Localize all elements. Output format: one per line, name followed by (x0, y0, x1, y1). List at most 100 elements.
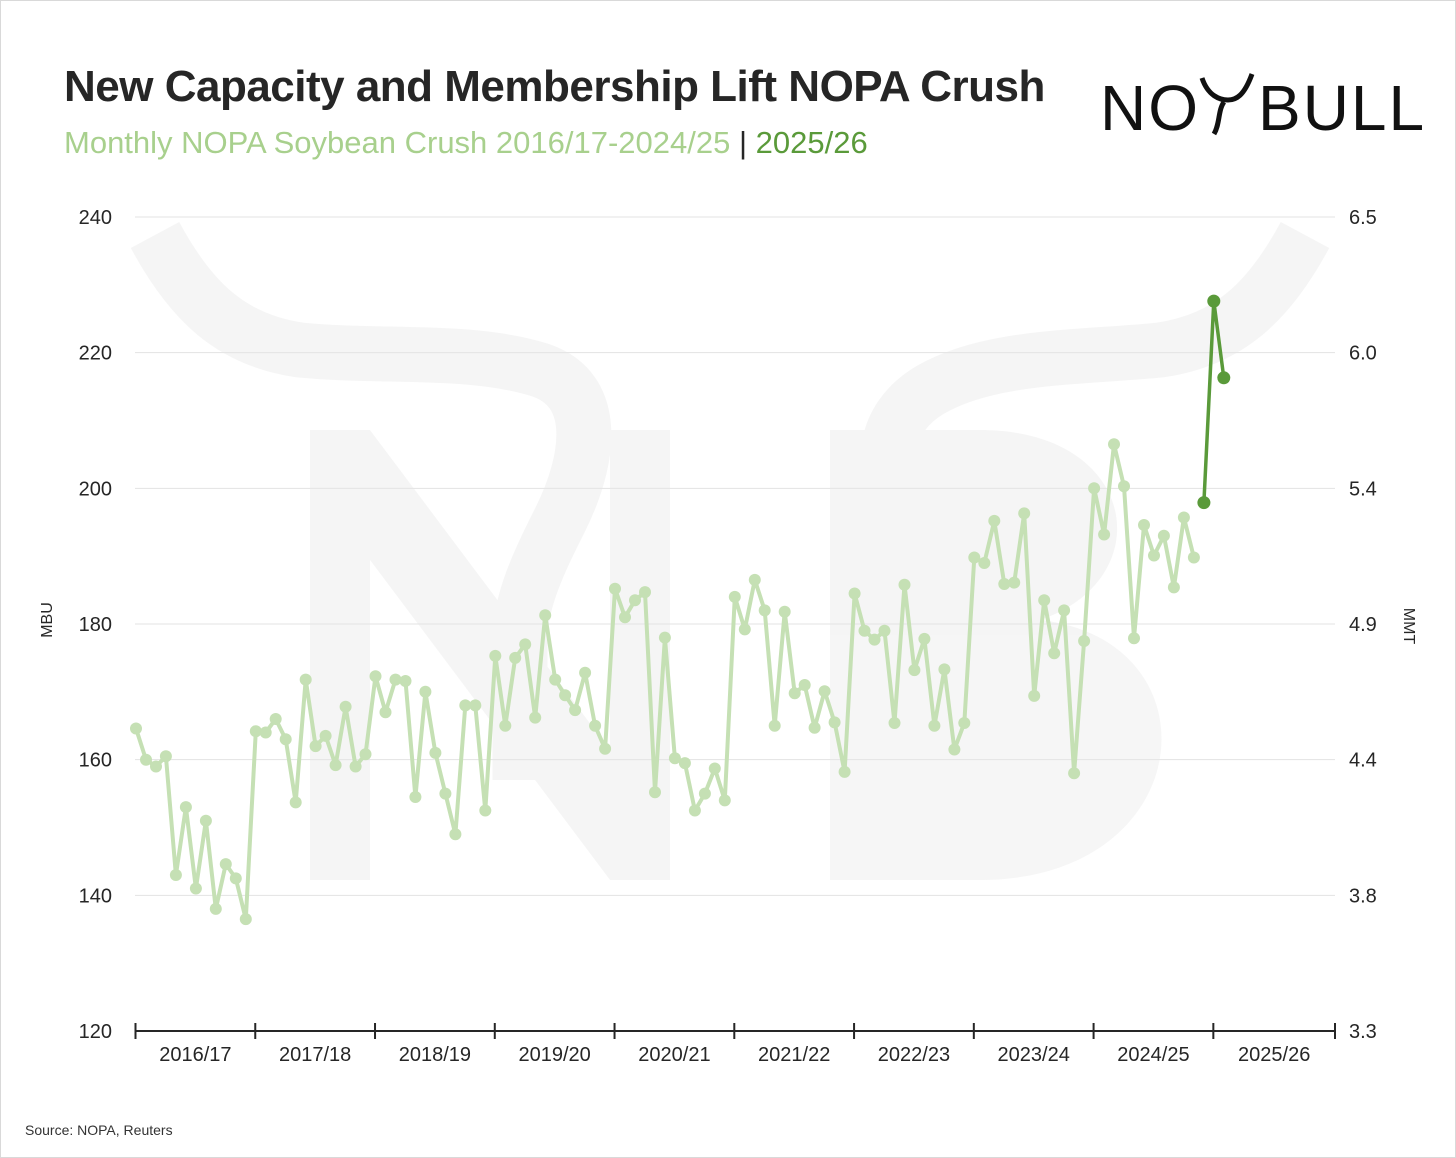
y2-tick-label: 4.4 (1349, 750, 1377, 772)
data-point (140, 753, 152, 766)
x-tick-label: 2017/18 (279, 1044, 351, 1066)
data-point (639, 586, 651, 599)
bull-watermark (130, 221, 1330, 880)
data-point (738, 623, 751, 636)
data-point (688, 804, 701, 817)
data-point (1108, 438, 1120, 451)
y2-tick-label: 5.4 (1349, 478, 1377, 500)
data-point (868, 633, 881, 646)
data-point (249, 725, 262, 738)
data-point (519, 638, 532, 651)
data-point (908, 664, 921, 677)
series-layer (130, 294, 1231, 926)
subtitle-prior-seasons: Monthly NOPA Soybean Crush 2016/17-2024/… (64, 125, 731, 160)
data-point (698, 787, 711, 800)
data-point (668, 752, 681, 765)
series-current-season (1197, 294, 1231, 510)
data-point (339, 700, 352, 713)
data-point (469, 699, 482, 712)
data-point (419, 685, 432, 698)
x-tick-label: 2024/25 (1117, 1044, 1189, 1066)
data-point (389, 673, 402, 686)
x-tick-label: 2025/26 (1238, 1044, 1310, 1066)
y-tick-label: 200 (79, 478, 112, 500)
data-point (489, 649, 502, 662)
y2-tick-label: 4.9 (1349, 614, 1377, 636)
data-point (938, 663, 951, 676)
logo-text-right: BULL (1258, 72, 1427, 144)
data-point (299, 673, 312, 686)
y2-axis-label: MMT (1400, 608, 1417, 645)
data-point (629, 594, 641, 607)
chart-title: New Capacity and Membership Lift NOPA Cr… (64, 62, 1045, 111)
y-tick-label: 240 (79, 207, 112, 229)
data-point (1167, 581, 1180, 594)
data-point (1088, 482, 1101, 495)
data-point (229, 872, 242, 885)
data-point (150, 760, 162, 773)
data-point (179, 801, 192, 814)
data-point (599, 742, 612, 755)
data-point (449, 828, 462, 841)
data-point (968, 551, 981, 564)
data-point (509, 651, 522, 664)
data-point (988, 514, 1001, 527)
y-axis-label: MBU (39, 602, 56, 638)
nobull-logo: NO BULL (1100, 66, 1426, 145)
data-point (189, 882, 202, 895)
data-point (289, 796, 302, 809)
data-point (998, 578, 1011, 590)
data-point (269, 713, 282, 725)
data-point (559, 689, 572, 702)
data-point (788, 687, 801, 700)
data-point (459, 699, 472, 712)
logo-horn-icon (1199, 73, 1255, 136)
y2-tick-label: 3.3 (1349, 1021, 1377, 1043)
data-point (279, 733, 292, 746)
x-tick-label: 2022/23 (878, 1044, 950, 1066)
y-tick-label: 180 (79, 614, 112, 636)
data-point (239, 913, 252, 926)
data-point (619, 611, 631, 624)
data-point (928, 719, 941, 732)
data-point (1207, 294, 1221, 308)
data-point (649, 786, 661, 799)
data-point (379, 706, 392, 719)
data-point (778, 605, 791, 618)
right-axis-ticks: 3.3 3.8 4.4 4.9 5.4 6.0 6.5 (1349, 207, 1377, 1043)
data-point (1177, 511, 1190, 524)
data-point (958, 717, 971, 729)
data-point (1028, 689, 1041, 702)
data-point (718, 794, 731, 807)
data-point (479, 804, 492, 817)
data-point (329, 759, 342, 772)
data-point (1008, 576, 1021, 589)
data-point (918, 632, 931, 645)
data-point (878, 624, 891, 637)
y-tick-label: 120 (79, 1021, 112, 1043)
data-point (748, 573, 761, 586)
data-point (1138, 519, 1150, 531)
data-point (169, 869, 182, 881)
data-point (439, 787, 452, 800)
data-point (429, 746, 442, 759)
data-point (1078, 635, 1091, 647)
data-point (369, 670, 382, 683)
data-point (399, 675, 412, 687)
data-point (1068, 767, 1081, 780)
data-point (549, 673, 562, 686)
chart-subtitle: Monthly NOPA Soybean Crush 2016/17-2024/… (64, 125, 868, 161)
data-point (539, 609, 552, 622)
data-point (1098, 528, 1111, 541)
y-tick-label: 140 (79, 885, 112, 907)
data-point (1118, 480, 1130, 493)
data-point (589, 719, 602, 732)
y-tick-label: 160 (79, 750, 112, 772)
x-tick-label: 2020/21 (638, 1044, 710, 1066)
data-point (1157, 529, 1170, 542)
x-tick-label: 2016/17 (159, 1044, 231, 1066)
series-prior-seasons (130, 438, 1200, 926)
subtitle-separator: | (738, 125, 748, 160)
data-point (1128, 632, 1140, 645)
data-point (858, 624, 871, 637)
